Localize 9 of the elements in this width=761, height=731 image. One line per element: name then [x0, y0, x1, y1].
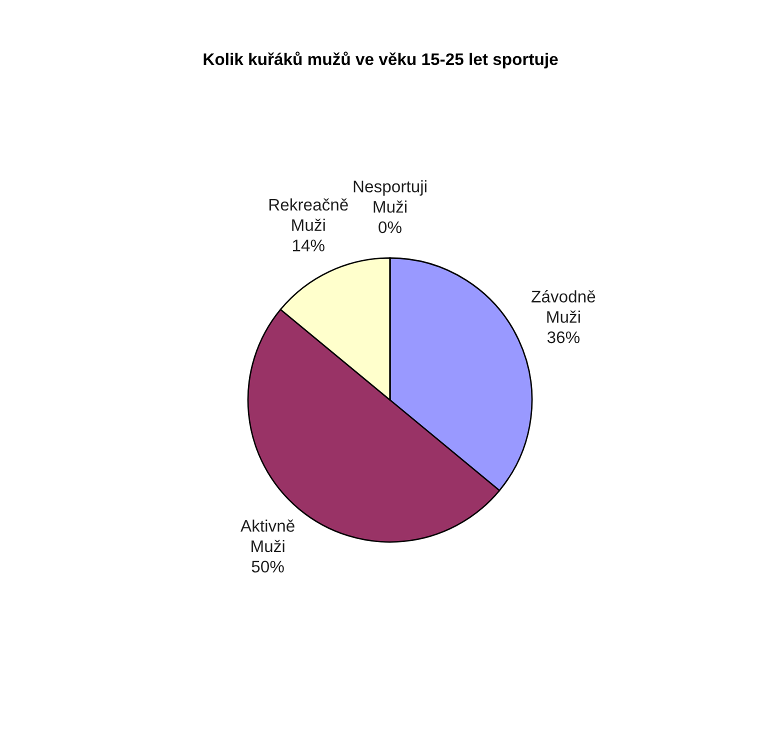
data-label: 50% — [252, 560, 284, 573]
category-label: Nesportuji Muži — [354, 180, 426, 213]
slice-label: Rekreačně Muži — [269, 198, 348, 232]
slice-label: Závodně Muži — [532, 290, 596, 323]
slice-label: Aktivně Muži — [240, 520, 294, 552]
data-label: 14% — [292, 240, 324, 252]
text: 0% — [378, 221, 402, 234]
data-label: 36% — [547, 331, 580, 344]
chart-title: Kolik kuřáků mužů ve věku 15-25 let sportuje — [204, 52, 558, 68]
